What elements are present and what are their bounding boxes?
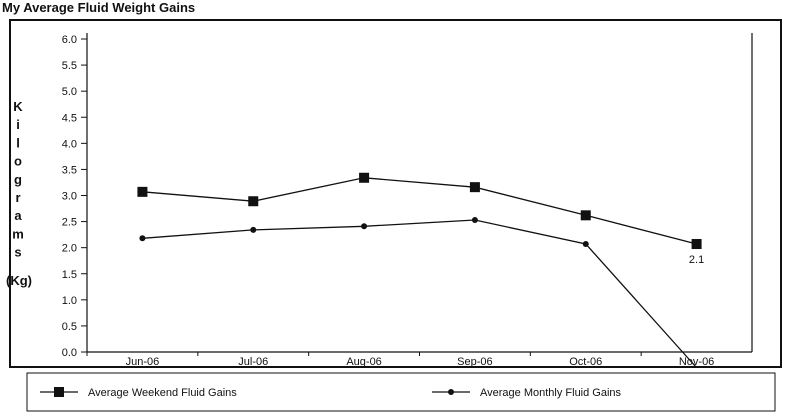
y-tick-label: 2.5	[62, 217, 77, 229]
y-tick-label: 1.5	[62, 269, 77, 281]
legend-label: Average Weekend Fluid Gains	[88, 387, 237, 399]
y-tick-label: 6.0	[62, 34, 77, 46]
data-point-circle	[361, 223, 368, 230]
x-tick-label: Aug-06	[346, 356, 381, 368]
y-axis-label-letter: K	[13, 99, 23, 114]
chart-frame	[9, 19, 782, 368]
data-point-square	[137, 186, 148, 197]
y-axis-label-letter: i	[16, 117, 20, 132]
series-line-2	[142, 219, 697, 368]
legend-marker-square	[54, 387, 64, 397]
y-tick-label: 0.5	[62, 321, 77, 333]
y-tick-label: 3.5	[62, 164, 77, 176]
x-tick-label: Jun-06	[126, 356, 160, 368]
y-axis-label-letter: m	[12, 226, 24, 241]
legend-label: Average Monthly Fluid Gains	[480, 387, 622, 399]
plot-area: 0.0 0.5 1.0 1.5 2.0 2.5 3.0 3.5 4.0 4.5 5.0 5.5 6.0 J…	[62, 33, 753, 368]
y-tick-label: 4.5	[62, 112, 77, 124]
y-axis-unit-label: (Kg)	[6, 273, 32, 288]
data-point-circle	[471, 217, 478, 224]
data-point-square	[469, 182, 480, 193]
y-axis-label-letter: o	[14, 154, 22, 169]
data-point-square	[248, 196, 259, 207]
data-point-square	[580, 210, 591, 221]
y-tick-label: 5.5	[62, 60, 77, 72]
y-axis-label-letter: r	[15, 190, 20, 205]
legend-box	[26, 372, 776, 412]
legend-marker-circle	[448, 389, 454, 395]
x-tick-label: Jul-06	[238, 356, 268, 368]
data-point-square	[691, 239, 702, 250]
legend: Average Weekend Fluid Gains Average Month…	[26, 372, 776, 412]
y-axis-label-letter: a	[14, 208, 22, 223]
y-tick-label: 4.0	[62, 138, 77, 150]
y-axis-label-letter: l	[16, 135, 20, 150]
y-axis-label-letter: g	[14, 172, 22, 187]
x-tick-label: Oct-06	[569, 356, 602, 368]
y-tick-label: 5.0	[62, 86, 77, 98]
data-point-circle	[582, 241, 589, 248]
x-tick-label: Nov-06	[679, 356, 714, 368]
y-axis-label-letter: s	[14, 245, 21, 260]
series-line-1	[142, 177, 697, 245]
y-tick-label: 2.0	[62, 243, 77, 255]
data-point-circle	[139, 235, 146, 242]
data-label: 2.1	[689, 254, 704, 266]
y-tick-label: 3.0	[62, 191, 77, 203]
data-point-circle	[250, 226, 257, 233]
x-tick-label: Sep-06	[457, 356, 492, 368]
data-point-square	[359, 172, 370, 183]
y-tick-label: 1.0	[62, 295, 77, 307]
chart-title: My Average Fluid Weight Gains	[2, 0, 196, 15]
y-tick-label: 0.0	[62, 347, 77, 359]
